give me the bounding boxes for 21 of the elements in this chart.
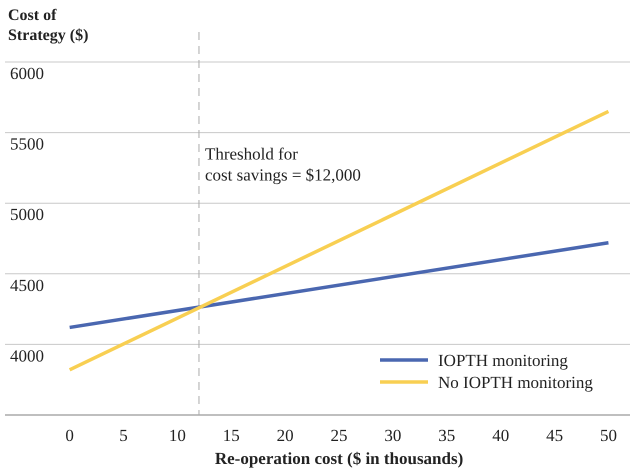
legend-label: No IOPTH monitoring [438, 373, 594, 392]
x-tick-label: 0 [65, 426, 74, 445]
x-tick-label: 25 [330, 426, 348, 445]
x-tick-label: 20 [276, 426, 294, 445]
x-tick-label: 50 [600, 426, 617, 445]
x-axis-title: Re-operation cost ($ in thousands) [214, 449, 464, 468]
x-tick-label: 30 [384, 426, 402, 445]
x-tick-label: 15 [222, 426, 240, 445]
y-tick-label: 4000 [10, 346, 44, 366]
x-tick-label: 5 [119, 426, 128, 445]
y-axis-title: Cost of Strategy ($) [8, 7, 88, 44]
legend-label: IOPTH monitoring [438, 351, 568, 370]
x-tick-label: 40 [492, 426, 510, 445]
x-tick-label: 10 [168, 426, 186, 445]
y-tick-label: 5500 [10, 134, 44, 154]
ref-line-label: Threshold for cost savings = $12,000 [204, 144, 361, 185]
x-tick-label: 45 [546, 426, 564, 445]
y-tick-label: 5000 [10, 205, 44, 224]
x-tick-label: 35 [438, 426, 456, 445]
y-tick-label: 4500 [10, 276, 44, 295]
y-tick-label: 6000 [10, 64, 44, 83]
